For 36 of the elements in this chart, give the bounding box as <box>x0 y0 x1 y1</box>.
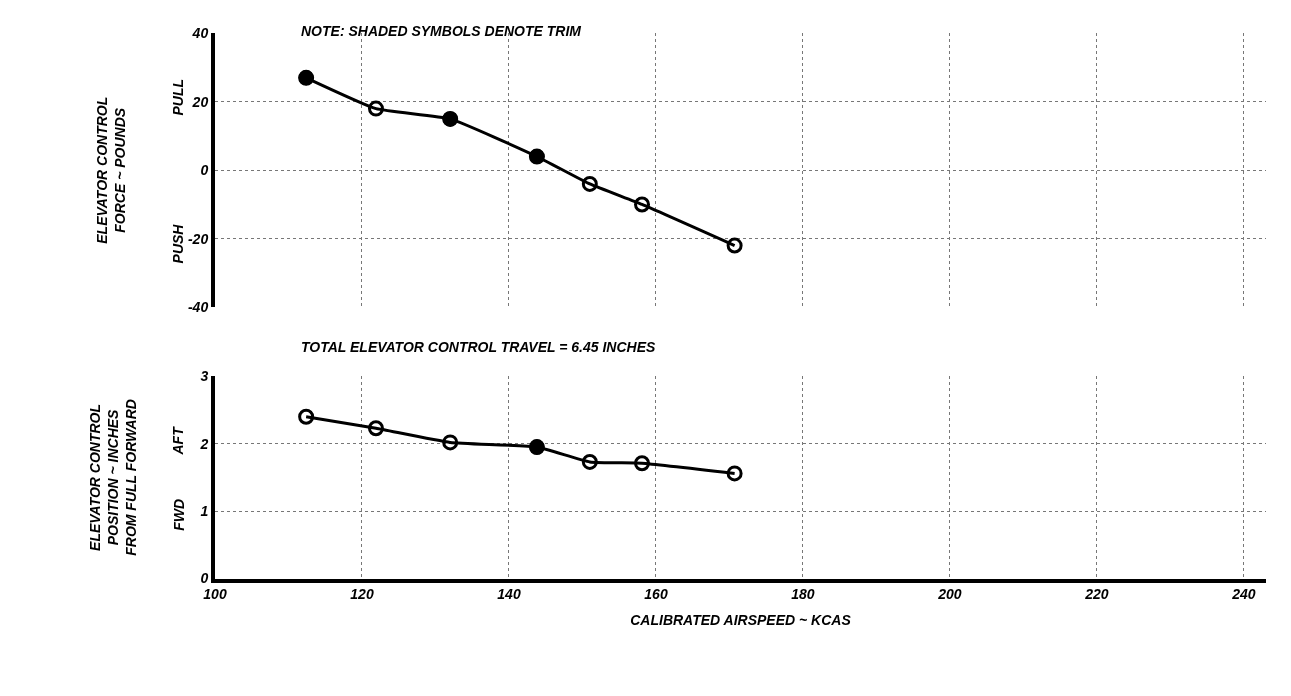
y-tick-label: 20 <box>191 93 209 110</box>
point <box>442 434 459 451</box>
y-tick-label: 0 <box>200 162 209 179</box>
text: TOTAL ELEVATOR CONTROL TRAVEL = 6.45 INCHES <box>301 339 656 355</box>
point <box>367 100 384 117</box>
text: PULL <box>169 78 186 116</box>
y-axis-title: ELEVATOR CONTROL POSITION ~ INCHES FROM FULL FORWARD <box>87 399 140 556</box>
point <box>634 196 651 213</box>
x-axis-title: CALIBRATED AIRSPEED ~ KCAS <box>630 612 852 629</box>
x-tick-label: 200 <box>937 586 962 603</box>
y-axis-title: ELEVATOR CONTROL FORCE ~ POUNDS <box>93 96 129 244</box>
y-tick-label: 0 <box>200 570 209 587</box>
x-tick-label: 140 <box>497 586 521 603</box>
x-tick-label: 220 <box>1084 586 1109 603</box>
point <box>298 408 315 425</box>
text: PUSH <box>170 223 187 264</box>
point <box>581 453 598 470</box>
point <box>726 237 743 254</box>
y-tick-label: 2 <box>199 435 209 452</box>
x-tick-label: 120 <box>350 586 374 603</box>
y-tick-label: 40 <box>191 25 209 42</box>
y-tick-label: 3 <box>200 368 209 385</box>
annotation: NOTE: SHADED SYMBOLS DENOTE TRIM <box>301 23 582 39</box>
x-tick-label: 100 <box>203 586 227 603</box>
point <box>581 175 598 192</box>
text: FWD <box>170 498 187 531</box>
x-tick-label: 180 <box>791 586 815 603</box>
y-tick-label: -20 <box>187 230 209 247</box>
point <box>634 455 651 472</box>
y-tick-label: 1 <box>200 503 209 520</box>
x-tick-label: 240 <box>1231 586 1256 603</box>
point <box>367 420 384 437</box>
text: AFT <box>169 425 186 456</box>
x-tick-label: 160 <box>644 586 668 603</box>
y-tick-label: -40 <box>187 299 209 316</box>
point <box>726 465 743 482</box>
